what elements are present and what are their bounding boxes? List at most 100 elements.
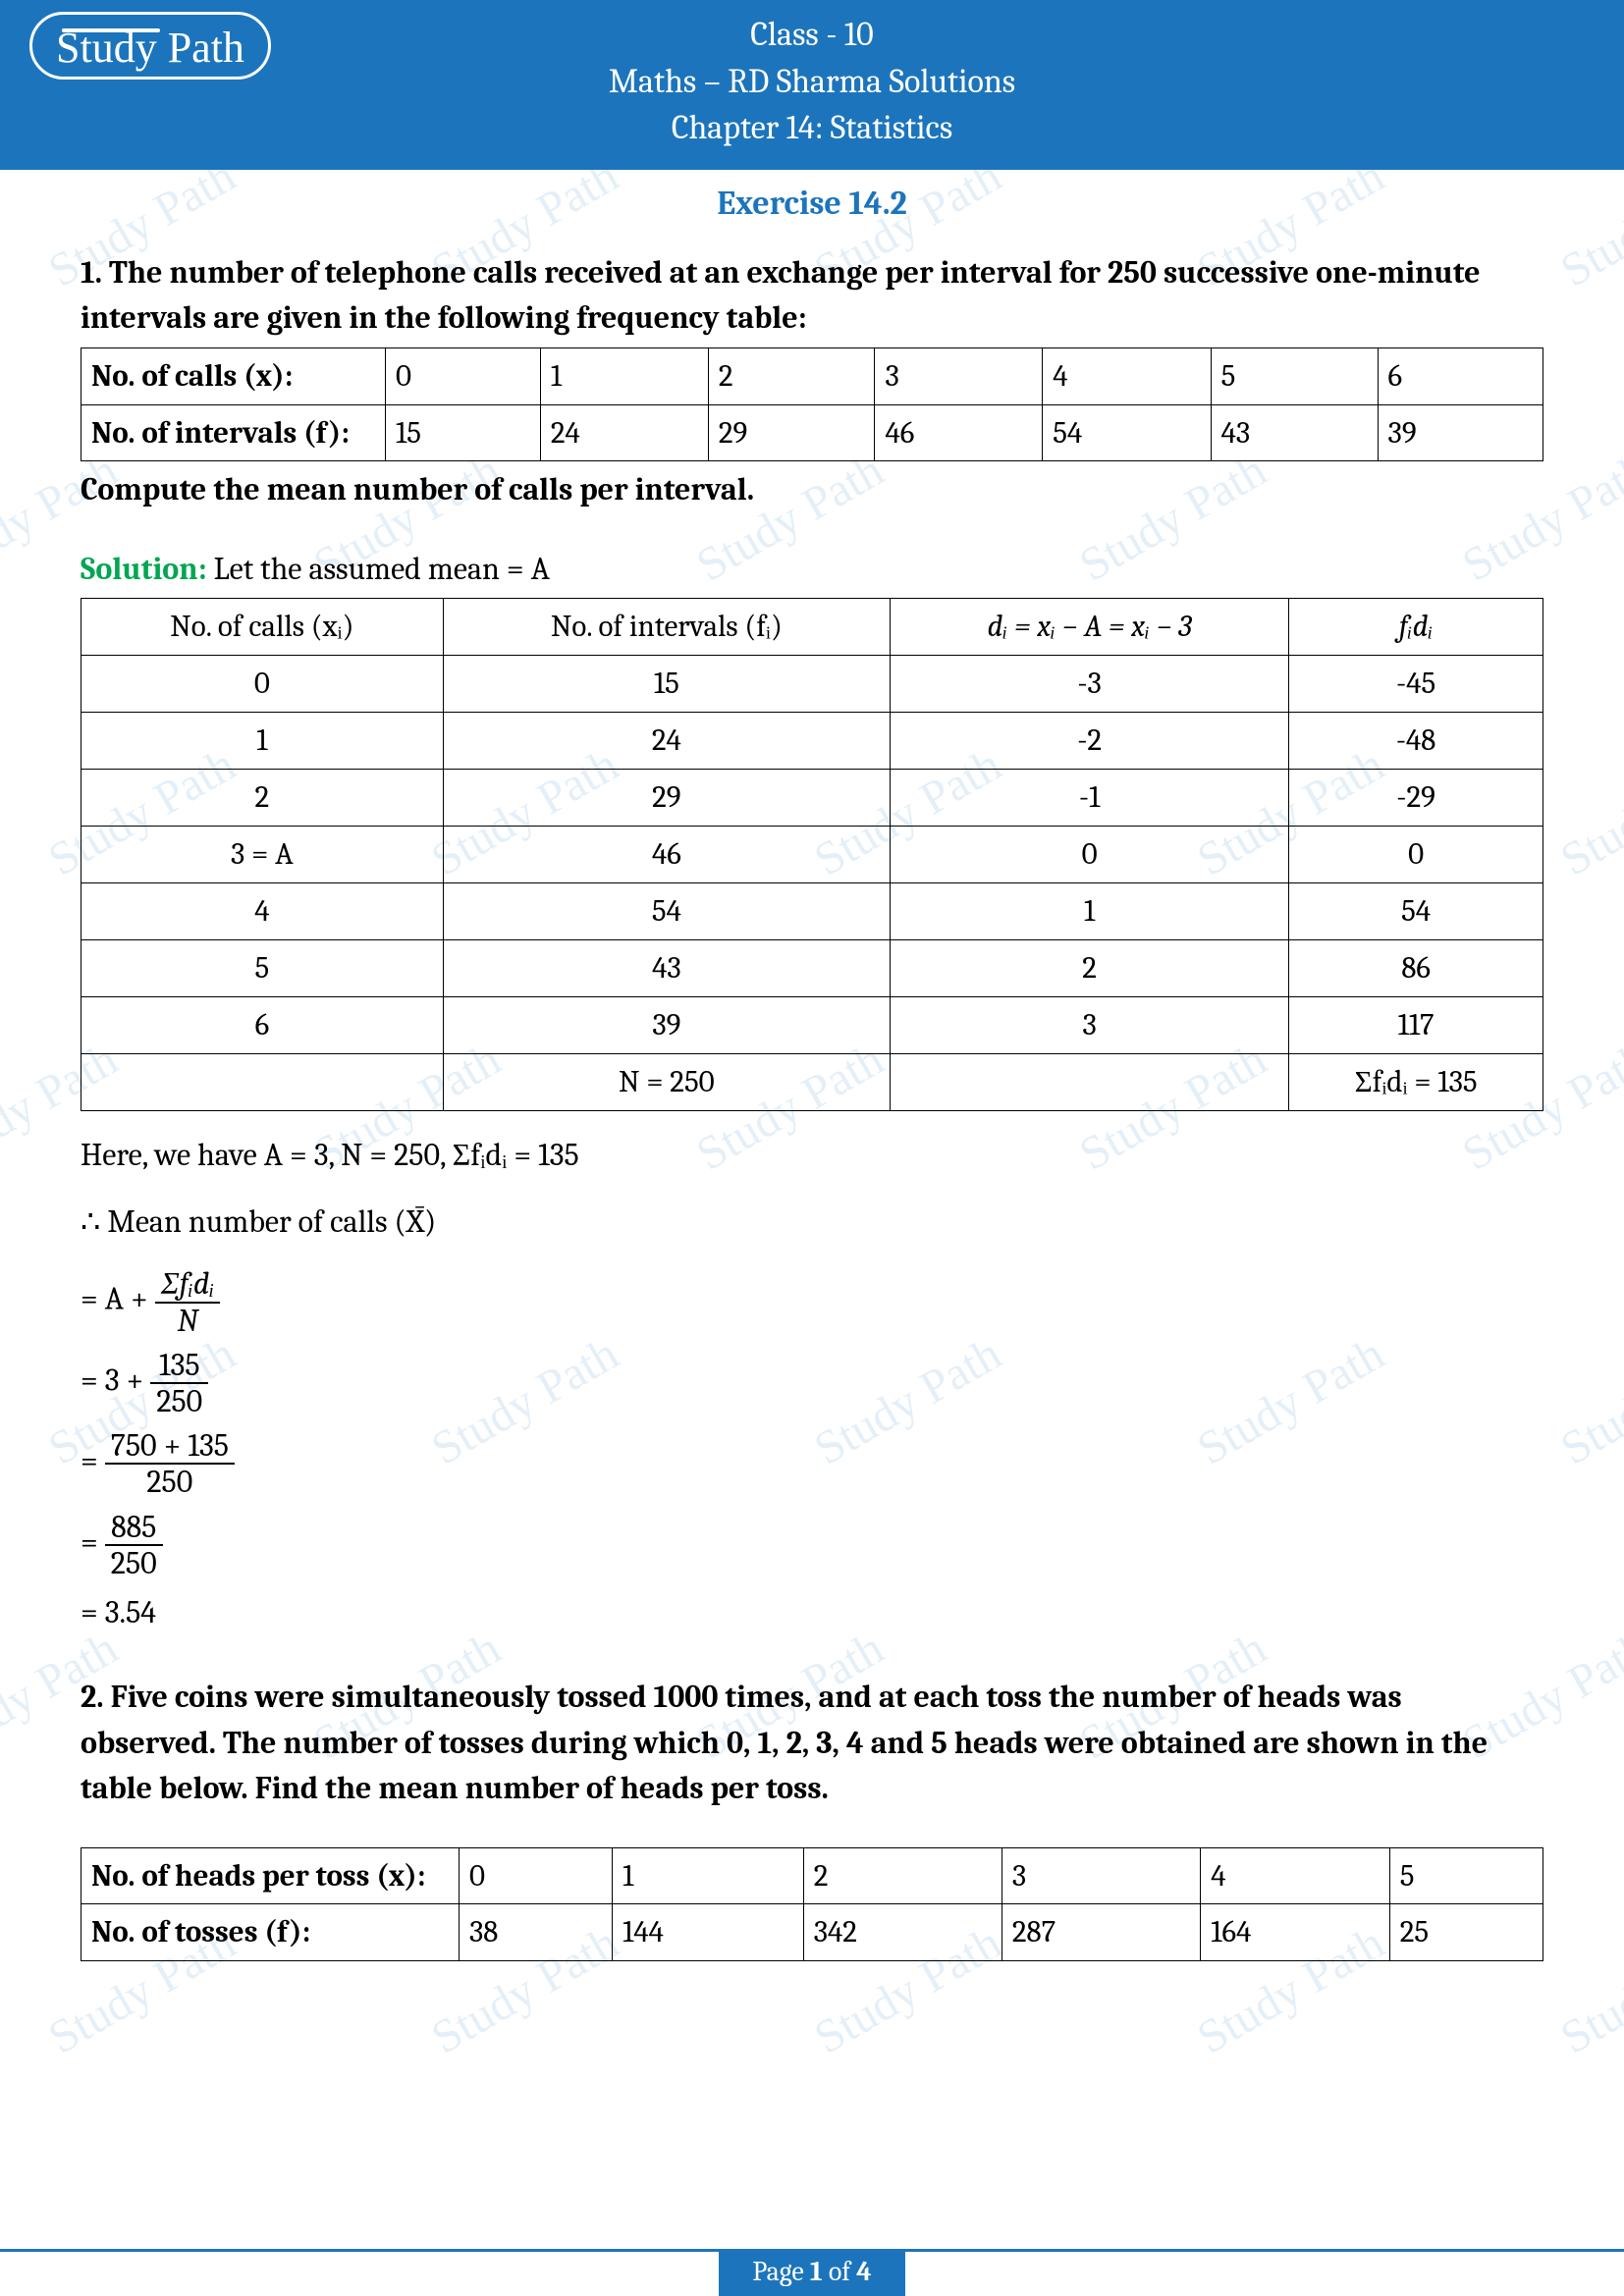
table-row: N = 250 Σfᵢdᵢ = 135 <box>81 1053 1543 1110</box>
page-prefix: Page <box>752 2256 810 2287</box>
q2-prompt: 2. Five coins were simultaneously tossed… <box>81 1675 1543 1811</box>
page-header: Study Path Class - 10 Maths – RD Sharma … <box>0 0 1624 170</box>
exercise-title: Exercise 14.2 <box>0 170 1624 250</box>
eq-left: = <box>81 1443 105 1479</box>
cell: 24 <box>540 404 708 461</box>
solution-table: No. of calls (xᵢ) No. of intervals (fᵢ) … <box>81 598 1543 1110</box>
cell: 24 <box>443 713 890 770</box>
cell <box>81 1053 444 1110</box>
q1-instruction: Compute the mean number of calls per int… <box>81 467 1543 512</box>
cell: 2 <box>708 347 875 404</box>
cell: 4 <box>1043 347 1211 404</box>
cell: 29 <box>443 770 890 827</box>
cell: 0 <box>1289 826 1543 882</box>
table-row: No. of tosses (f): 38 144 342 287 164 25 <box>81 1904 1543 1961</box>
fraction: Σfᵢdᵢ N <box>155 1266 221 1337</box>
cell: 15 <box>443 656 890 713</box>
cell <box>890 1053 1288 1110</box>
solution-intro-text: Let the assumed mean = A <box>207 551 550 587</box>
cell: -1 <box>890 770 1288 827</box>
solution-summary: Here, we have A = 3, N = 250, Σfᵢdᵢ = 13… <box>81 1133 1543 1178</box>
cell: 54 <box>1289 882 1543 939</box>
cell: 3 <box>890 996 1288 1053</box>
cell: 6 <box>1378 347 1543 404</box>
fraction: 750 + 135 250 <box>105 1428 235 1499</box>
equation-step-1: = A + Σfᵢdᵢ N <box>81 1266 1543 1337</box>
cell: -2 <box>890 713 1288 770</box>
equation-step-5: = 3.54 <box>81 1590 1543 1635</box>
cell: 38 <box>460 1904 613 1961</box>
numerator: Σfᵢdᵢ <box>155 1266 221 1303</box>
col-header: fᵢdᵢ <box>1289 599 1543 656</box>
cell: 54 <box>443 882 890 939</box>
cell: 54 <box>1043 404 1211 461</box>
cell: 5 <box>81 939 444 996</box>
cell: 43 <box>443 939 890 996</box>
q1-frequency-table: No. of calls (x): 0 1 2 3 4 5 6 No. of i… <box>81 347 1543 462</box>
eq-left: = 3 + <box>81 1362 150 1398</box>
cell: -48 <box>1289 713 1543 770</box>
table-row: No. of intervals (f): 15 24 29 46 54 43 … <box>81 404 1543 461</box>
cell: 1 <box>81 713 444 770</box>
page-current: 1 <box>810 2256 823 2287</box>
cell: 4 <box>1201 1847 1389 1904</box>
q2-frequency-table: No. of heads per toss (x): 0 1 2 3 4 5 N… <box>81 1847 1543 1962</box>
col-header: dᵢ = xᵢ − A = xᵢ − 3 <box>890 599 1288 656</box>
cell: -3 <box>890 656 1288 713</box>
cell: 342 <box>803 1904 1001 1961</box>
row-label: No. of calls (x): <box>81 347 386 404</box>
table-row: 229-1-29 <box>81 770 1543 827</box>
cell: -29 <box>1289 770 1543 827</box>
denominator: 250 <box>105 1465 235 1499</box>
fraction: 135 250 <box>150 1348 208 1418</box>
page-number: Page 1 of 4 <box>719 2249 904 2296</box>
numerator: 885 <box>105 1510 163 1546</box>
cell: 1 <box>613 1847 804 1904</box>
fraction: 885 250 <box>105 1510 163 1580</box>
cell: 1 <box>540 347 708 404</box>
numerator: 135 <box>150 1348 208 1384</box>
cell: 46 <box>443 826 890 882</box>
cell: 1 <box>890 882 1288 939</box>
cell: 3 = A <box>81 826 444 882</box>
col-header: No. of intervals (fᵢ) <box>443 599 890 656</box>
page-total: 4 <box>856 2256 871 2287</box>
cell: 29 <box>708 404 875 461</box>
cell: 287 <box>1001 1904 1200 1961</box>
table-row: No. of heads per toss (x): 0 1 2 3 4 5 <box>81 1847 1543 1904</box>
cell: 0 <box>386 347 541 404</box>
cell: 2 <box>890 939 1288 996</box>
chapter-line: Chapter 14: Statistics <box>0 105 1624 152</box>
cell: 0 <box>890 826 1288 882</box>
equation-step-2: = 3 + 135 250 <box>81 1348 1543 1418</box>
solution-label: Solution: <box>81 551 207 587</box>
cell: -45 <box>1289 656 1543 713</box>
table-row: 124-2-48 <box>81 713 1543 770</box>
row-label: No. of heads per toss (x): <box>81 1847 460 1904</box>
table-row: 454154 <box>81 882 1543 939</box>
cell: 15 <box>386 404 541 461</box>
cell: 2 <box>81 770 444 827</box>
cell: 4 <box>81 882 444 939</box>
cell: 117 <box>1289 996 1543 1053</box>
cell: 0 <box>460 1847 613 1904</box>
cell: 3 <box>875 347 1043 404</box>
cell: 5 <box>1389 1847 1543 1904</box>
total-sum: Σfᵢdᵢ = 135 <box>1289 1053 1543 1110</box>
table-row: 543286 <box>81 939 1543 996</box>
cell: 46 <box>875 404 1043 461</box>
cell: 39 <box>443 996 890 1053</box>
total-n: N = 250 <box>443 1053 890 1110</box>
cell: 144 <box>613 1904 804 1961</box>
logo: Study Path <box>29 12 271 80</box>
equation-step-3: = 750 + 135 250 <box>81 1428 1543 1499</box>
cell: 5 <box>1211 347 1378 404</box>
table-row: 015-3-45 <box>81 656 1543 713</box>
cell: 86 <box>1289 939 1543 996</box>
solution-intro: Solution: Let the assumed mean = A <box>81 547 1543 592</box>
cell: 2 <box>803 1847 1001 1904</box>
cell: 164 <box>1201 1904 1389 1961</box>
cell: 39 <box>1378 404 1543 461</box>
row-label: No. of intervals (f): <box>81 404 386 461</box>
eq-left: = A + <box>81 1281 155 1317</box>
